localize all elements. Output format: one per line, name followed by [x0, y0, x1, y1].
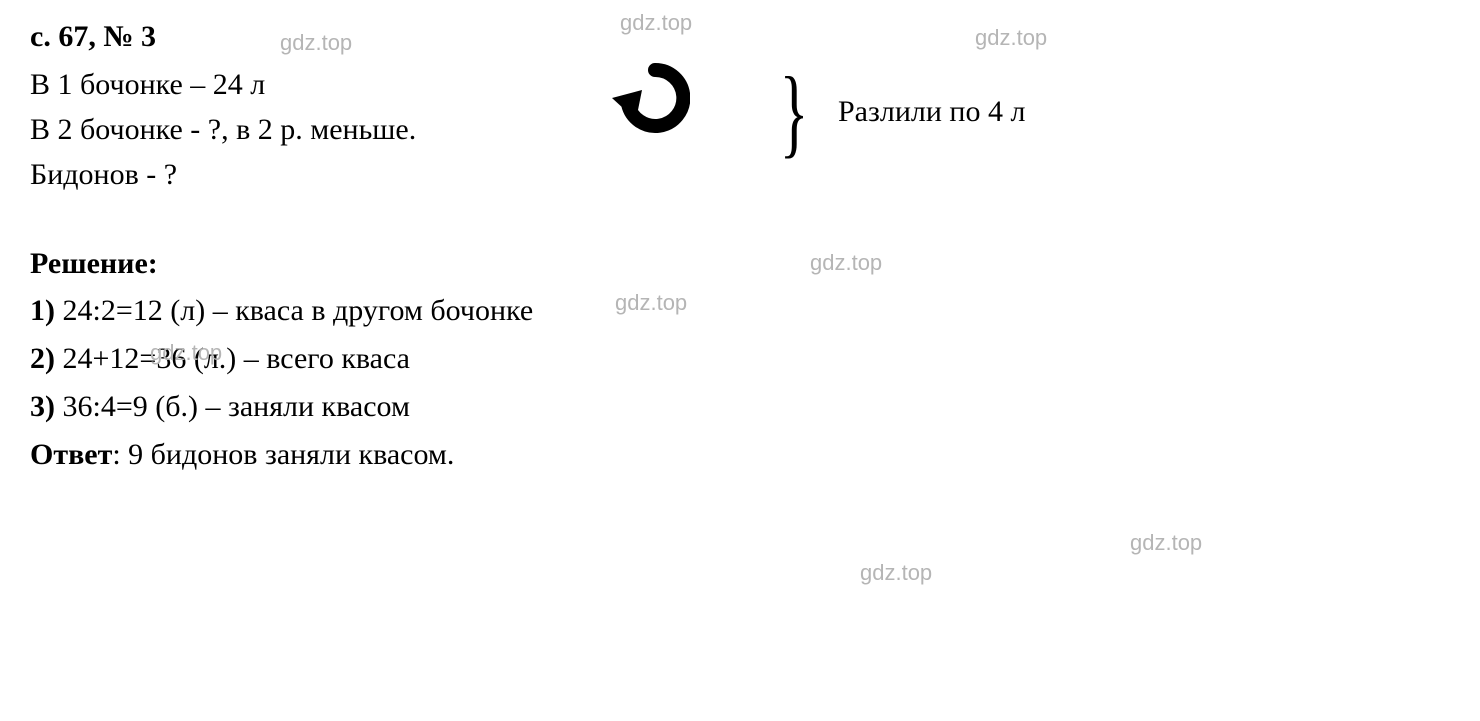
- problem-header: с. 67, № 3: [30, 20, 1450, 54]
- curly-brace-group: } Разлили по 4 л: [770, 67, 1025, 157]
- step-number: 1): [30, 294, 55, 327]
- solution-step: 2) 24+12=36 (л.) – всего кваса: [30, 335, 1450, 383]
- problem-line-3: Бидонов - ?: [30, 152, 1450, 197]
- step-text: 24:2=12 (л) – кваса в другом бочонке: [55, 294, 533, 327]
- answer-line: Ответ: 9 бидонов заняли квасом.: [30, 431, 1450, 479]
- solution-section: Решение: 1) 24:2=12 (л) – кваса в другом…: [30, 247, 1450, 479]
- watermark: gdz.top: [1130, 530, 1202, 556]
- solution-title: Решение:: [30, 247, 1450, 281]
- problem-statement: В 1 бочонке – 24 л В 2 бочонке - ?, в 2 …: [30, 62, 1450, 197]
- step-number: 2): [30, 342, 55, 375]
- watermark: gdz.top: [860, 560, 932, 586]
- step-number: 3): [30, 390, 55, 423]
- solution-step: 1) 24:2=12 (л) – кваса в другом бочонке: [30, 287, 1450, 335]
- page-reference: с. 67, № 3: [30, 20, 156, 53]
- step-text: 24+12=36 (л.) – всего кваса: [55, 342, 410, 375]
- brace-label: Разлили по 4 л: [838, 95, 1025, 129]
- solution-step: 3) 36:4=9 (б.) – заняли квасом: [30, 383, 1450, 431]
- problem-line-2: В 2 бочонке - ?, в 2 р. меньше.: [30, 107, 1450, 152]
- curved-arrow-icon: [600, 52, 690, 152]
- step-text: 36:4=9 (б.) – заняли квасом: [55, 390, 410, 423]
- answer-label: Ответ: [30, 438, 112, 471]
- curly-brace-icon: }: [780, 67, 809, 157]
- problem-line-1: В 1 бочонке – 24 л: [30, 62, 1450, 107]
- answer-text: : 9 бидонов заняли квасом.: [112, 438, 454, 471]
